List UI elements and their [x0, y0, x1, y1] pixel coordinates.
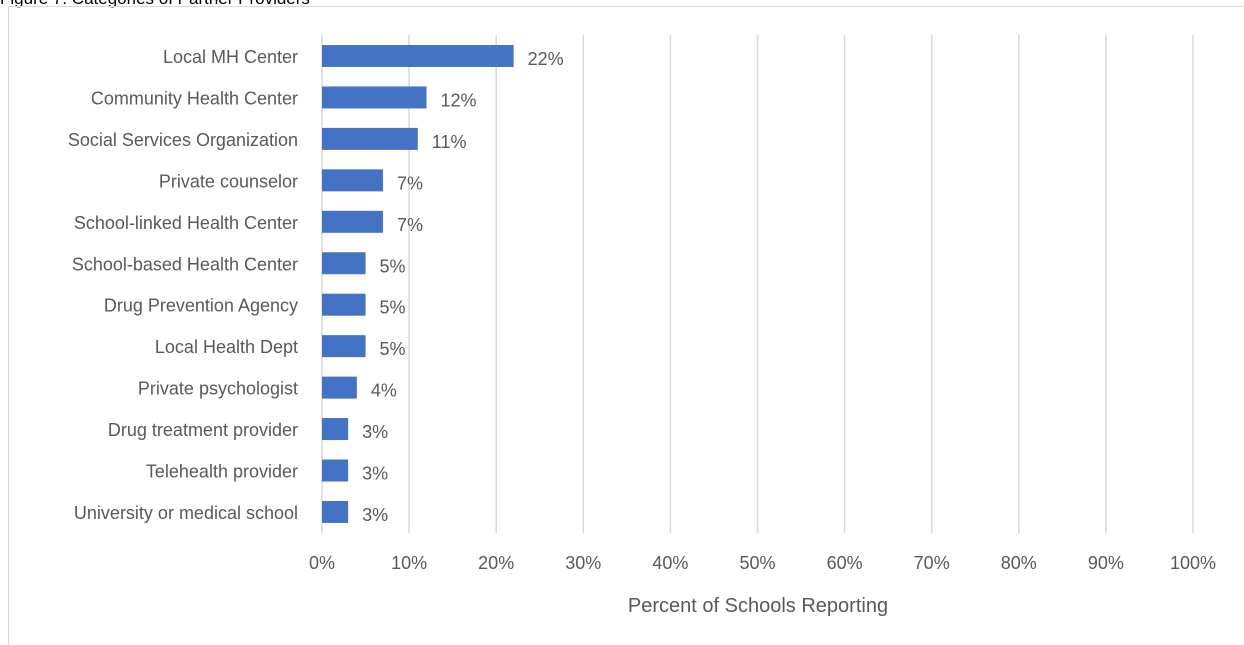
- bar: [322, 45, 514, 67]
- x-tick-label: 70%: [914, 553, 950, 573]
- category-labels: Local MH Center Community Health Center So…: [68, 47, 298, 523]
- x-tick-label: 80%: [1001, 553, 1037, 573]
- figure-caption: Figure 7. Categories of Partner Provider…: [0, 0, 310, 9]
- x-tick-label: 40%: [652, 553, 688, 573]
- x-tick-label: 20%: [478, 553, 514, 573]
- value-label: 3%: [362, 505, 388, 525]
- category-label: University or medical school: [74, 503, 298, 523]
- x-tick-labels: 0% 10% 20% 30% 40% 50% 60% 70% 80% 90% 100%: [309, 553, 1216, 573]
- bar: [322, 418, 349, 441]
- category-label: Community Health Center: [91, 88, 298, 108]
- category-label: Drug Prevention Agency: [104, 296, 298, 316]
- x-tick-label: 30%: [565, 553, 601, 573]
- x-tick-label: 100%: [1170, 553, 1216, 573]
- category-label: Private counselor: [159, 171, 298, 191]
- bar: [322, 335, 366, 358]
- bar: [322, 210, 383, 233]
- value-label: 22%: [528, 49, 564, 69]
- value-label: 7%: [397, 215, 423, 235]
- bar: [322, 459, 349, 482]
- x-tick-label: 60%: [827, 553, 863, 573]
- x-tick-label: 10%: [391, 553, 427, 573]
- value-label: 11%: [432, 132, 467, 152]
- x-tick-label: 0%: [309, 553, 335, 573]
- bar: [322, 169, 383, 192]
- value-label: 3%: [362, 422, 388, 442]
- value-label: 7%: [397, 173, 423, 193]
- category-label: Private psychologist: [138, 379, 298, 399]
- category-label: School-based Health Center: [72, 254, 298, 274]
- bar: [322, 376, 357, 399]
- bar: [322, 127, 418, 150]
- gridlines: [321, 35, 1194, 533]
- bars: [322, 45, 514, 523]
- value-label: 5%: [380, 256, 406, 276]
- bar: [322, 86, 427, 109]
- category-label: Telehealth provider: [146, 462, 298, 482]
- value-label: 5%: [380, 298, 406, 318]
- value-label: 3%: [362, 464, 388, 484]
- chart-frame-top-border: [8, 6, 1244, 7]
- value-label: 12%: [441, 90, 477, 110]
- category-label: Local Health Dept: [155, 337, 298, 357]
- x-tick-label: 50%: [739, 553, 775, 573]
- x-axis-title: Percent of Schools Reporting: [628, 595, 888, 617]
- bar: [322, 500, 349, 523]
- chart-frame-left-border: [8, 6, 9, 645]
- category-label: School-linked Health Center: [74, 213, 298, 233]
- bar: [322, 293, 366, 316]
- value-label: 5%: [380, 339, 406, 359]
- category-label: Local MH Center: [163, 47, 298, 67]
- category-label: Social Services Organization: [68, 130, 298, 150]
- value-labels: 22% 12% 11% 7% 7% 5% 5% 5% 4% 3% 3% 3%: [362, 49, 564, 525]
- x-tick-label: 90%: [1088, 553, 1124, 573]
- bar: [322, 252, 366, 275]
- category-label: Drug treatment provider: [108, 420, 298, 440]
- value-label: 4%: [371, 381, 397, 401]
